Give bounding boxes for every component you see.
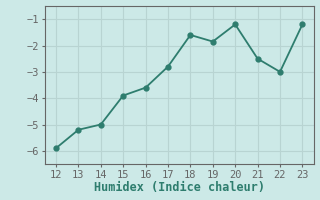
X-axis label: Humidex (Indice chaleur): Humidex (Indice chaleur) (94, 181, 265, 194)
